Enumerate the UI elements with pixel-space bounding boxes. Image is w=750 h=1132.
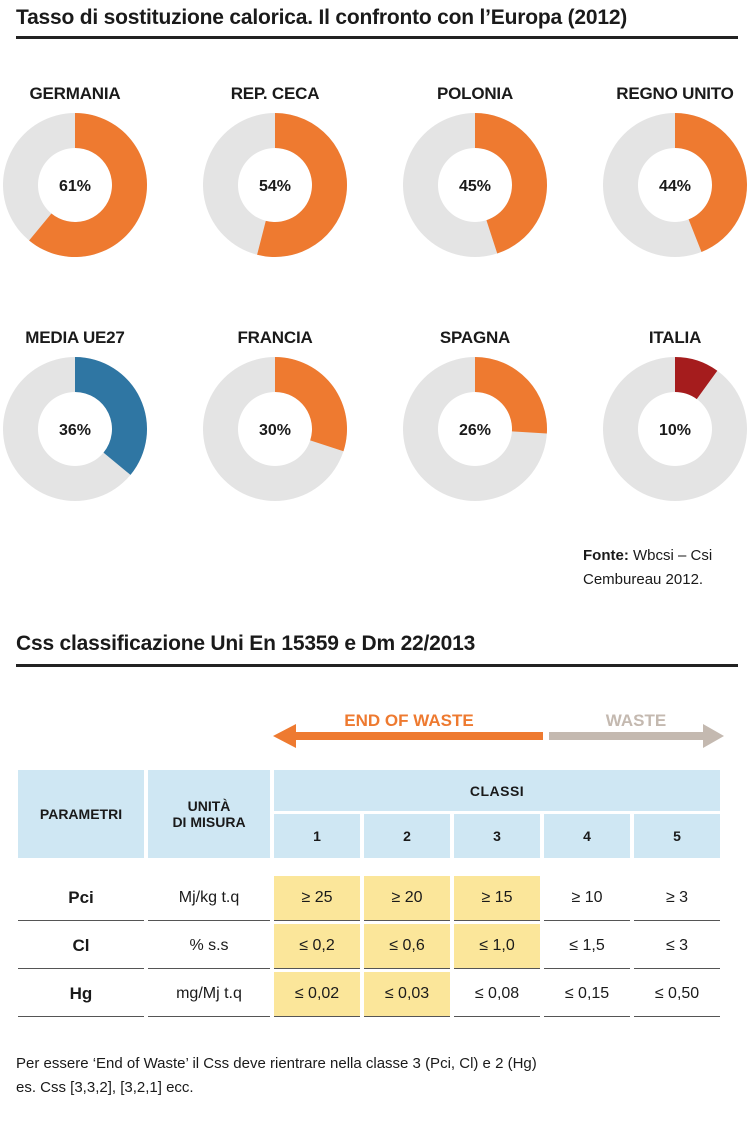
donut-label: POLONIA [436, 84, 514, 103]
value-cell: ≥ 3 [634, 876, 720, 921]
value-cell: ≤ 0,6 [364, 924, 450, 969]
footnote-line2: es. Css [3,3,2], [3,2,1] ecc. [16, 1079, 194, 1096]
chart-title: Tasso di sostituzione calorica. Il confr… [16, 6, 628, 29]
donut-value: 44% [659, 178, 691, 195]
class-number: 3 [454, 814, 540, 858]
value-cell: ≤ 0,15 [544, 972, 630, 1017]
waste-label: WASTE [606, 711, 666, 730]
donut-value: 26% [459, 422, 491, 439]
donut-label: MEDIA UE27 [25, 328, 125, 347]
header-unita-line1: UNITÀ [187, 798, 231, 814]
donut-chart: FRANCIA 30% [200, 324, 350, 501]
source-label: Fonte: [583, 547, 629, 564]
donut-grid: GERMANIA 61% REP. CECA 54% POLONIA 45% REGNO U… [0, 80, 750, 520]
donut-svg: 54% [203, 113, 347, 257]
donut-segment [675, 357, 718, 400]
donut-svg: 36% [3, 357, 147, 501]
donut-segment [275, 357, 347, 452]
class-number: 1 [274, 814, 360, 858]
value-cell: ≤ 0,02 [274, 972, 360, 1017]
value-cell: ≤ 0,08 [454, 972, 540, 1017]
unit-cell: Mj/kg t.q [148, 876, 270, 921]
donut-svg: 44% [603, 113, 747, 257]
footnote: Per essere ‘End of Waste’ il Css deve ri… [16, 1052, 736, 1100]
table-title: Css classificazione Uni En 15359 e Dm 22… [16, 632, 476, 655]
donut-segment [75, 357, 147, 475]
title-rule [16, 36, 738, 39]
value-cell: ≤ 0,03 [364, 972, 450, 1017]
waste-arrow [549, 724, 724, 748]
value-cell: ≤ 1,0 [454, 924, 540, 969]
class-number: 5 [634, 814, 720, 858]
header-classi: CLASSI [274, 770, 720, 812]
param-cell: Cl [18, 924, 144, 969]
donut-svg: 30% [203, 357, 347, 501]
unit-cell: % s.s [148, 924, 270, 969]
donut-label: REGNO UNITO [616, 84, 734, 103]
donut-label: ITALIA [648, 328, 702, 347]
donut-value: 30% [259, 422, 291, 439]
donut-chart: ITALIA 10% [600, 324, 750, 501]
donut-label: REP. CECA [230, 84, 320, 103]
donut-track [603, 357, 747, 501]
table-row: Cl % s.s ≤ 0,2 ≤ 0,6 ≤ 1,0 ≤ 1,5 ≤ 3 [18, 924, 720, 969]
donut-svg: 26% [403, 357, 547, 501]
donut-chart: MEDIA UE27 36% [0, 324, 150, 501]
param-cell: Hg [18, 972, 144, 1017]
donut-segment [475, 357, 547, 434]
source-line1: Wbcsi – Csi [633, 547, 713, 564]
source-note: Fonte: Wbcsi – Csi Cembureau 2012. [583, 544, 712, 592]
donut-value: 61% [59, 178, 91, 195]
donut-label: FRANCIA [237, 328, 313, 347]
table-title-rule [16, 664, 738, 667]
source-line2: Cembureau 2012. [583, 571, 704, 588]
waste-arrows: END OF WASTE WASTE [273, 711, 724, 748]
donut-label: GERMANIA [29, 84, 121, 103]
donut-value: 10% [659, 422, 691, 439]
donut-segment [29, 113, 147, 257]
donut-label: SPAGNA [439, 328, 511, 347]
class-number: 4 [544, 814, 630, 858]
classification-table: PARAMETRI UNITÀ DI MISURA CLASSI 1 2 3 4… [14, 767, 724, 1020]
value-cell: ≤ 1,5 [544, 924, 630, 969]
value-cell: ≥ 10 [544, 876, 630, 921]
donut-svg: 10% [603, 357, 747, 501]
donut-value: 54% [259, 178, 291, 195]
donut-svg: 45% [403, 113, 547, 257]
end-of-waste-label: END OF WASTE [344, 711, 473, 730]
table-row: Hg mg/Mj t.q ≤ 0,02 ≤ 0,03 ≤ 0,08 ≤ 0,15… [18, 972, 720, 1017]
donut-value: 45% [459, 178, 491, 195]
header-parametri: PARAMETRI [18, 770, 144, 858]
footnote-line1: Per essere ‘End of Waste’ il Css deve ri… [16, 1055, 537, 1072]
header-unita-line2: DI MISURA [172, 814, 246, 830]
param-cell: Pci [18, 876, 144, 921]
value-cell: ≥ 25 [274, 876, 360, 921]
donut-chart: SPAGNA 26% [400, 324, 550, 501]
donut-segment [475, 113, 547, 254]
donut-chart: POLONIA 45% [400, 80, 550, 257]
table-row: Pci Mj/kg t.q ≥ 25 ≥ 20 ≥ 15 ≥ 10 ≥ 3 [18, 876, 720, 921]
value-cell: ≤ 0,2 [274, 924, 360, 969]
value-cell: ≤ 3 [634, 924, 720, 969]
donut-value: 36% [59, 422, 91, 439]
header-unita: UNITÀ DI MISURA [148, 770, 270, 858]
end-of-waste-arrow [273, 724, 543, 748]
class-number: 2 [364, 814, 450, 858]
unit-cell: mg/Mj t.q [148, 972, 270, 1017]
donut-chart: REGNO UNITO 44% [600, 80, 750, 257]
donut-segment [257, 113, 347, 257]
donut-chart: REP. CECA 54% [200, 80, 350, 257]
value-cell: ≥ 15 [454, 876, 540, 921]
donut-svg: 61% [3, 113, 147, 257]
value-cell: ≥ 20 [364, 876, 450, 921]
value-cell: ≤ 0,50 [634, 972, 720, 1017]
donut-chart: GERMANIA 61% [0, 80, 150, 257]
donut-segment [675, 113, 747, 252]
